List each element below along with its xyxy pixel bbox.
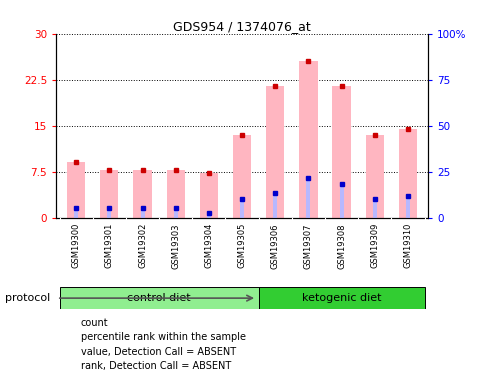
Text: GSM19301: GSM19301 — [104, 223, 114, 268]
Bar — [398, 129, 416, 217]
Bar — [206, 213, 210, 217]
Text: count: count — [81, 318, 108, 328]
Text: GSM19300: GSM19300 — [72, 223, 81, 268]
Bar — [107, 209, 111, 218]
Bar — [67, 162, 85, 218]
Bar — [199, 173, 218, 217]
Text: ketogenic diet: ketogenic diet — [301, 293, 381, 303]
Bar — [60, 287, 258, 309]
Bar — [166, 170, 184, 217]
Text: GSM19310: GSM19310 — [403, 223, 411, 268]
Bar — [173, 209, 177, 218]
Bar — [339, 184, 343, 218]
Bar — [74, 209, 78, 218]
Bar — [299, 62, 317, 217]
Bar — [405, 196, 409, 217]
Text: GSM19309: GSM19309 — [369, 223, 379, 268]
Bar — [133, 170, 151, 217]
Bar — [265, 86, 284, 218]
Text: GSM19302: GSM19302 — [138, 223, 147, 268]
Bar — [365, 135, 383, 218]
Bar — [332, 86, 350, 218]
Text: GSM19304: GSM19304 — [204, 223, 213, 268]
Text: control diet: control diet — [127, 293, 190, 303]
Text: GSM19303: GSM19303 — [171, 223, 180, 268]
Title: GDS954 / 1374076_at: GDS954 / 1374076_at — [173, 20, 310, 33]
Bar — [372, 199, 376, 217]
Bar — [306, 178, 310, 218]
Text: rank, Detection Call = ABSENT: rank, Detection Call = ABSENT — [81, 361, 230, 371]
Bar — [140, 209, 144, 218]
Text: GSM19306: GSM19306 — [270, 223, 279, 268]
Text: GSM19308: GSM19308 — [336, 223, 346, 268]
Bar — [232, 135, 251, 218]
Text: value, Detection Call = ABSENT: value, Detection Call = ABSENT — [81, 347, 235, 357]
Text: percentile rank within the sample: percentile rank within the sample — [81, 333, 245, 342]
Text: GSM19305: GSM19305 — [237, 223, 246, 268]
Bar — [273, 193, 277, 217]
Bar — [240, 199, 244, 217]
Text: protocol: protocol — [5, 293, 50, 303]
Bar — [100, 170, 118, 217]
Text: GSM19307: GSM19307 — [304, 223, 312, 268]
Bar — [258, 287, 424, 309]
